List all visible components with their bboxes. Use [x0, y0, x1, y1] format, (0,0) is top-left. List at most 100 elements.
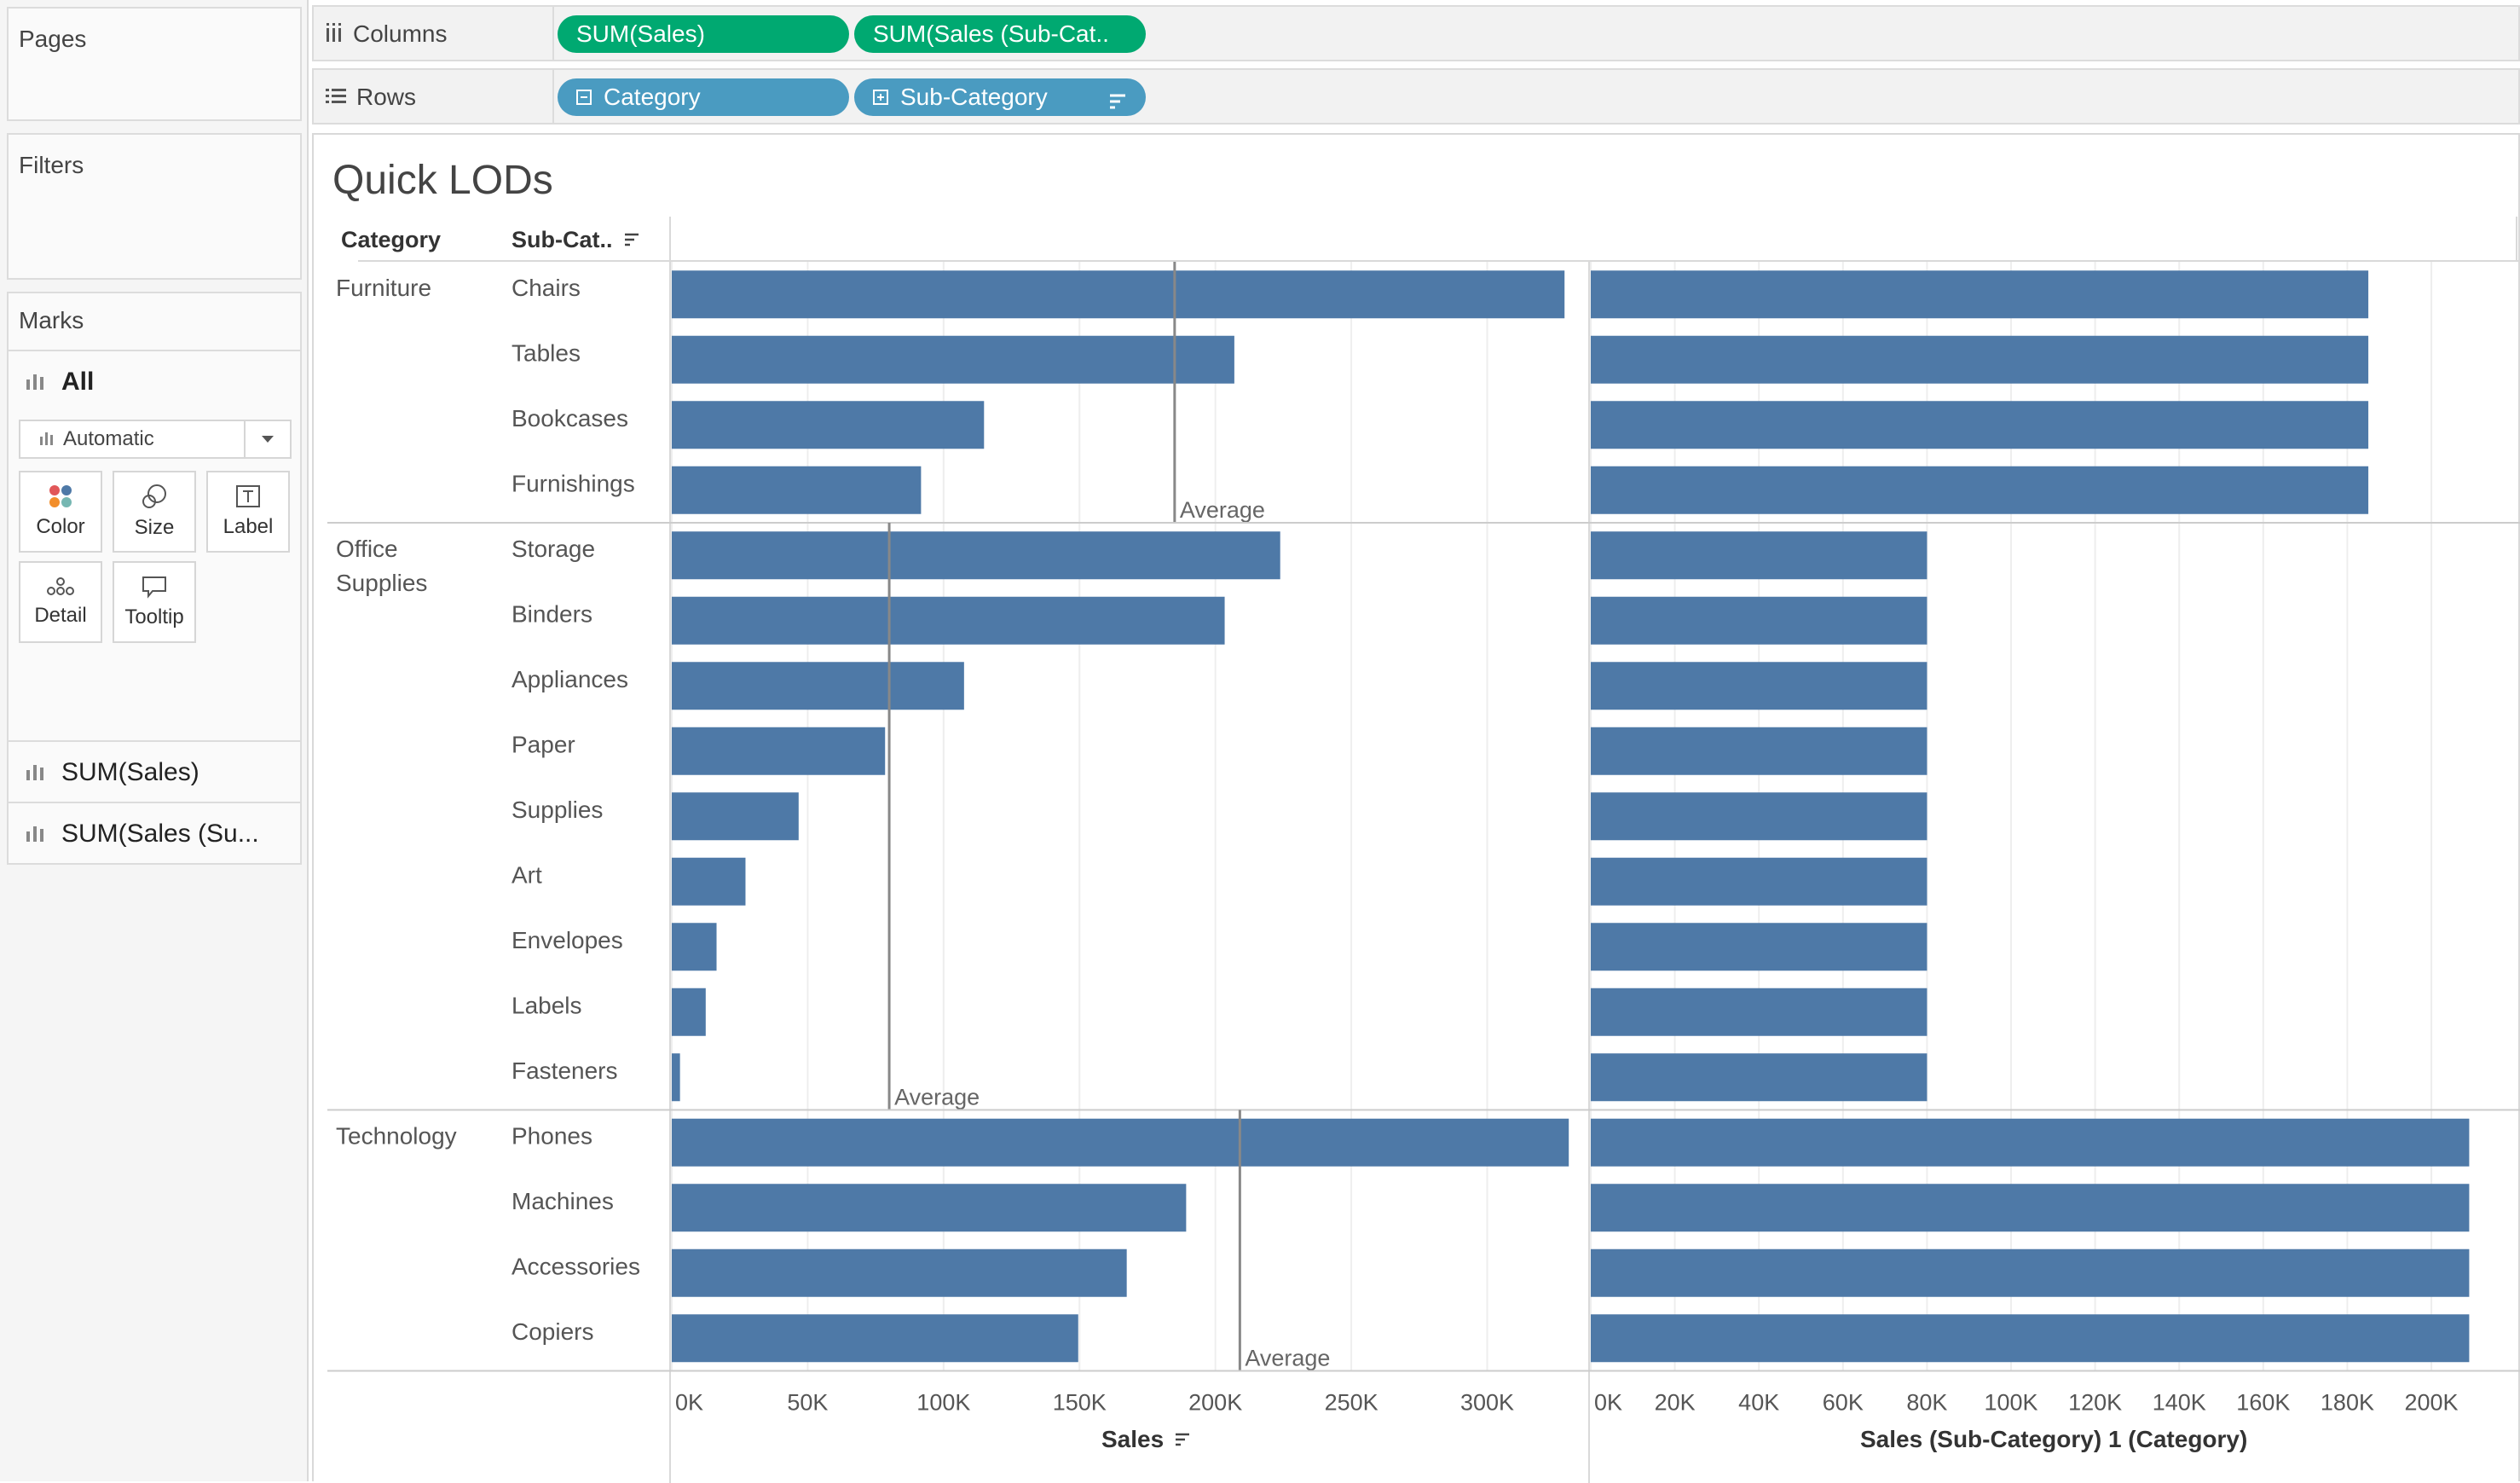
subcategory-label: Envelopes — [512, 927, 623, 953]
chart-area[interactable]: Furniture Chairs Tables Bookcases Furnishing… — [314, 135, 2520, 1483]
subcategory-label: Phones — [512, 1123, 592, 1150]
size-label: Size — [134, 516, 175, 539]
mark-type-dropdown[interactable]: Automatic — [19, 420, 292, 459]
x-tick-label: 250K — [1325, 1390, 1378, 1416]
x-tick-label: 200K — [2405, 1390, 2459, 1416]
pages-card[interactable]: Pages — [7, 7, 302, 121]
x-tick-label: 50K — [787, 1390, 828, 1416]
x-tick-label: 180K — [2321, 1390, 2374, 1416]
columns-icon — [326, 20, 343, 48]
rows-pill-category[interactable]: Category — [558, 78, 849, 116]
lod-bar — [1591, 270, 2369, 319]
lod-bar — [1591, 596, 1928, 645]
lod-bar — [1591, 1184, 2470, 1232]
bar-chart-icon — [26, 368, 46, 397]
subcategory-label: Copiers — [512, 1318, 593, 1345]
marks-measure-sales[interactable]: SUM(Sales) — [9, 740, 300, 803]
lod-bar — [1591, 923, 1928, 971]
sales-bar — [672, 1314, 1078, 1363]
sales-bar — [672, 270, 1565, 319]
lod-bar — [1591, 662, 1928, 710]
sales-bar — [672, 662, 964, 710]
category-label: Office — [336, 536, 398, 562]
x-tick-label: 20K — [1655, 1390, 1696, 1416]
average-label: Average — [1180, 497, 1265, 523]
lod-bar — [1591, 1248, 2470, 1297]
color-button[interactable]: Color — [19, 471, 102, 553]
marks-measure-sales-lod[interactable]: SUM(Sales (Su... — [9, 802, 300, 865]
lod-bar — [1591, 466, 2369, 514]
detail-label: Detail — [34, 604, 87, 627]
x-tick-label: 140K — [2153, 1390, 2206, 1416]
shelf-divider — [552, 70, 554, 123]
sort-icon — [1174, 1426, 1191, 1453]
marks-all-tab[interactable]: All — [9, 350, 300, 413]
label-button[interactable]: Label — [206, 471, 290, 553]
sales-bar — [672, 727, 886, 775]
axis-title-sales-lod-label: Sales (Sub-Category) 1 (Category) — [1860, 1426, 2248, 1452]
category-label: Furniture — [336, 275, 431, 301]
lod-bar — [1591, 988, 1928, 1036]
sales-bar — [672, 1053, 680, 1102]
lod-bar — [1591, 401, 2369, 449]
columns-shelf[interactable]: Columns SUM(Sales) SUM(Sales (Sub-Cat.. — [312, 5, 2520, 61]
header-subcategory[interactable]: Sub-Cat.. — [512, 227, 640, 253]
x-tick-label: 60K — [1823, 1390, 1864, 1416]
average-label: Average — [1245, 1346, 1330, 1371]
header-category[interactable]: Category — [341, 227, 441, 253]
subcategory-label: Paper — [512, 732, 575, 758]
x-tick-label: 120K — [2068, 1390, 2122, 1416]
axis-title-sales-lod[interactable]: Sales (Sub-Category) 1 (Category) — [1860, 1426, 2247, 1453]
subcategory-label: Supplies — [512, 797, 603, 823]
tooltip-icon — [142, 576, 166, 599]
x-tick-label: 160K — [2236, 1390, 2290, 1416]
chevron-down-icon[interactable] — [244, 421, 290, 457]
lod-bar — [1591, 531, 1928, 580]
detail-button[interactable]: Detail — [19, 561, 102, 643]
sales-bar — [672, 1118, 1569, 1167]
filters-card[interactable]: Filters — [7, 133, 302, 280]
sales-bar — [672, 531, 1280, 580]
sales-bar — [672, 1248, 1127, 1297]
color-label: Color — [36, 515, 85, 538]
subcategory-label: Appliances — [512, 666, 628, 692]
tooltip-button[interactable]: Tooltip — [113, 561, 196, 643]
x-tick-label: 80K — [1906, 1390, 1947, 1416]
label-label: Label — [223, 515, 274, 538]
header-subcategory-label: Sub-Cat.. — [512, 227, 613, 252]
lod-bar — [1591, 1314, 2470, 1363]
category-label: Supplies — [336, 570, 427, 596]
pill-label: SUM(Sales) — [576, 20, 705, 47]
sales-bar — [672, 857, 746, 906]
subcategory-label: Fasteners — [512, 1057, 618, 1084]
header-category-label: Category — [341, 227, 442, 252]
sales-bar — [672, 401, 985, 449]
color-icon — [49, 485, 72, 507]
columns-pill-sum-sales[interactable]: SUM(Sales) — [558, 15, 849, 53]
columns-pill-sum-sales-subcat[interactable]: SUM(Sales (Sub-Cat.. — [854, 15, 1146, 53]
x-tick-label: 200K — [1188, 1390, 1242, 1416]
pages-title: Pages — [19, 26, 87, 52]
lod-bar — [1591, 857, 1928, 906]
rows-pill-subcategory[interactable]: Sub-Category — [854, 78, 1146, 116]
sales-bar — [672, 988, 706, 1036]
axis-title-sales[interactable]: Sales — [1101, 1426, 1191, 1453]
marks-card: Marks All Automatic Color Size Labe — [7, 292, 302, 865]
subcategory-label: Art — [512, 862, 542, 889]
tooltip-label: Tooltip — [124, 605, 184, 629]
rows-shelf-label: Rows — [326, 84, 416, 111]
lod-bar — [1591, 335, 2369, 384]
average-label: Average — [894, 1085, 980, 1110]
x-tick-label: 100K — [1984, 1390, 2037, 1416]
subcategory-label: Binders — [512, 601, 592, 628]
x-tick-label: 300K — [1460, 1390, 1514, 1416]
mark-type-value: Automatic — [63, 427, 154, 450]
pill-label: Category — [604, 84, 701, 110]
size-button[interactable]: Size — [113, 471, 196, 553]
rows-shelf[interactable]: Rows Category Sub-Category — [312, 68, 2520, 125]
x-tick-label: 150K — [1053, 1390, 1107, 1416]
subcategory-label: Accessories — [512, 1254, 640, 1280]
x-tick-label: 100K — [916, 1390, 970, 1416]
axis-title-sales-label: Sales — [1101, 1426, 1165, 1452]
marks-title: Marks — [19, 307, 84, 333]
